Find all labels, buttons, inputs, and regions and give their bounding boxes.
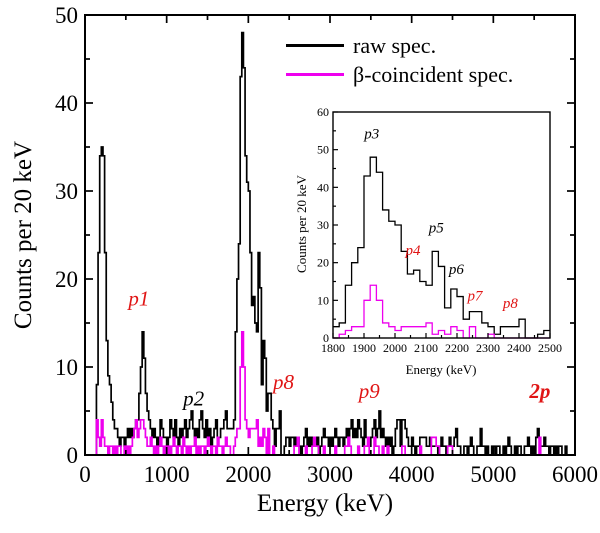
inset-annotation-p8: p8 <box>502 296 519 312</box>
raw-spec-line-swatch <box>286 44 344 47</box>
main-annotation-p2: p2 <box>181 387 205 411</box>
inset-background <box>280 100 555 342</box>
inset-annotation-p5: p5 <box>428 221 445 237</box>
main-annotation-p1: p1 <box>126 286 149 310</box>
legend-item-beta-coincident-spec: β-coincident spec. <box>286 60 513 89</box>
main-y-tick-label: 30 <box>55 179 78 204</box>
inset-x-axis-label: Energy (keV) <box>405 362 477 377</box>
main-y-tick-label: 40 <box>55 91 78 116</box>
inset-x-tick-label: 1900 <box>352 341 376 355</box>
main-annotation-p9: p9 <box>357 379 381 403</box>
inset-y-tick-label: 40 <box>317 180 329 194</box>
main-x-tick-label: 5000 <box>470 462 516 487</box>
main-x-tick-label: 2000 <box>225 462 271 487</box>
inset-y-tick-label: 10 <box>317 293 329 307</box>
main-x-tick-label: 0 <box>79 462 91 487</box>
main-x-tick-label: 3000 <box>307 462 353 487</box>
main-x-tick-label: 1000 <box>144 462 190 487</box>
inset-y-tick-label: 30 <box>317 218 329 232</box>
main-y-axis-label: Counts per 20 keV <box>10 140 37 330</box>
inset-x-tick-label: 2100 <box>414 341 438 355</box>
inset-y-tick-label: 20 <box>317 256 329 270</box>
legend-item-raw-spec: raw spec. <box>286 31 513 60</box>
inset-y-axis-label: Counts per 20 keV <box>294 175 309 273</box>
inset-x-tick-label: 1800 <box>321 341 345 355</box>
inset-coincident-series-path <box>333 284 550 339</box>
raw-spec-legend-label: raw spec. <box>353 32 437 58</box>
beta-coincident-line-swatch <box>286 73 344 76</box>
inset-x-tick-label: 2000 <box>383 341 407 355</box>
inset-y-tick-label: 0 <box>323 331 329 345</box>
inset-y-tick-label: 50 <box>317 143 329 157</box>
main-y-tick-label: 0 <box>67 443 79 468</box>
main-x-tick-label: 4000 <box>389 462 435 487</box>
main-annotation-2p: 2p <box>528 379 550 403</box>
main-y-tick-label: 50 <box>55 3 78 28</box>
main-y-tick-label: 20 <box>55 267 78 292</box>
inset-annotation-p4: p4 <box>404 243 421 259</box>
inset-raw-series-path <box>333 156 550 339</box>
inset-annotation-p6: p6 <box>448 262 465 278</box>
inset-x-tick-label: 2400 <box>507 341 531 355</box>
inset-x-tick-label: 2500 <box>538 341 562 355</box>
legend: raw spec. β-coincident spec. <box>286 31 513 89</box>
main-annotation-p8: p8 <box>271 370 295 394</box>
inset-y-tick-label: 60 <box>317 105 329 119</box>
inset-annotation-p3: p3 <box>363 126 379 142</box>
main-raw-series-path <box>85 31 575 456</box>
inset-x-tick-label: 2300 <box>476 341 500 355</box>
main-x-axis-label: Energy (keV) <box>256 490 394 517</box>
beta-coincident-legend-label: β-coincident spec. <box>353 61 514 87</box>
main-x-tick-label: 6000 <box>552 462 598 487</box>
inset-x-tick-label: 2200 <box>445 341 469 355</box>
inset-annotation-p7: p7 <box>466 288 484 304</box>
main-y-tick-label: 10 <box>55 355 78 380</box>
